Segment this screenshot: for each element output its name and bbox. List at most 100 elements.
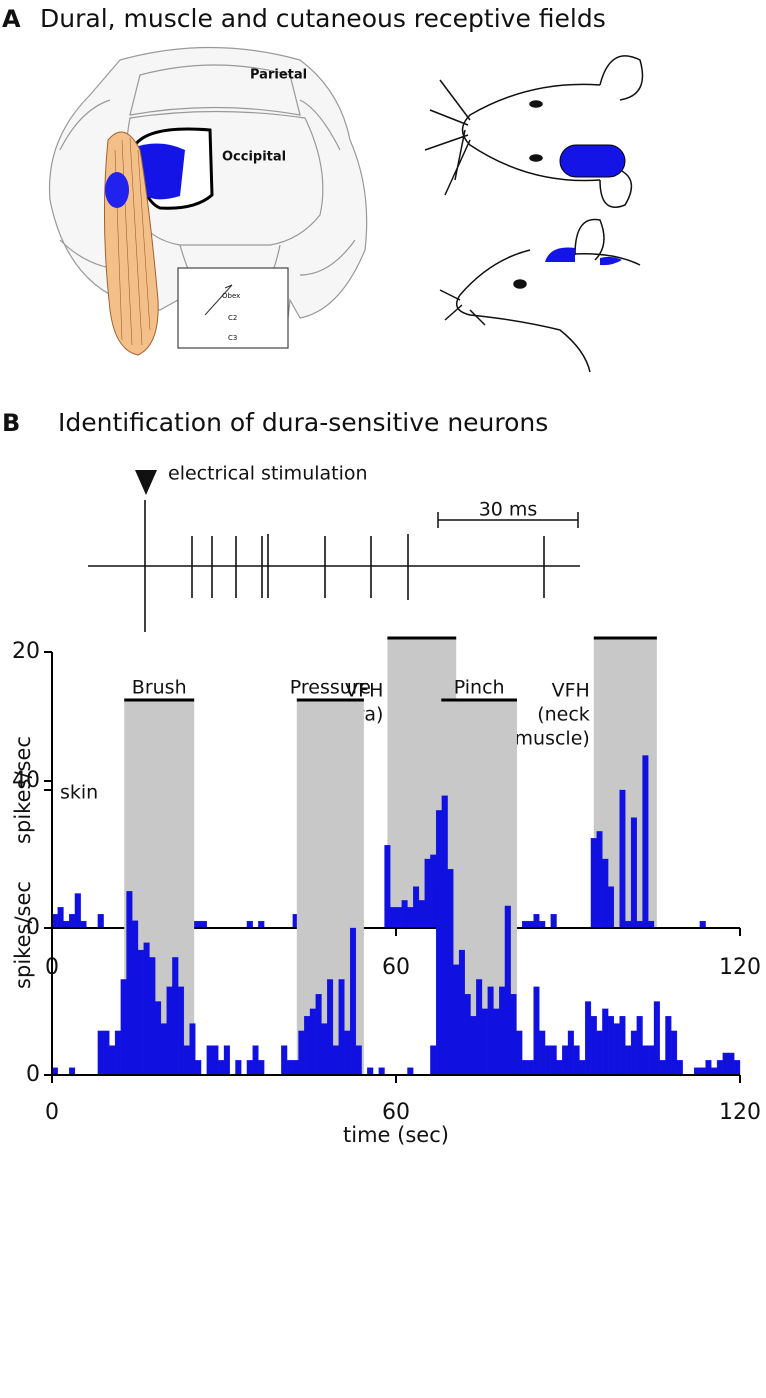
bar [195, 1060, 202, 1076]
bar [114, 1030, 121, 1076]
bar [430, 1045, 437, 1076]
bar [304, 1016, 311, 1076]
bar [625, 920, 632, 929]
bar [619, 1016, 626, 1076]
bar [516, 1030, 523, 1076]
corner-label: skin [60, 782, 98, 804]
bar [521, 1060, 529, 1076]
y-tick-label: 0 [26, 915, 40, 940]
bar [596, 1030, 603, 1076]
bar [722, 1052, 729, 1076]
bar [550, 914, 557, 929]
bar [109, 1045, 116, 1076]
bar [648, 920, 655, 929]
bar [693, 1067, 701, 1076]
bar [533, 914, 540, 929]
bar [378, 1067, 385, 1076]
bar [155, 1001, 162, 1076]
skull-label: Occipital [222, 150, 286, 165]
bar [349, 927, 357, 1076]
panel-title: Dural, muscle and cutaneous receptive fi… [40, 4, 606, 33]
bar [355, 1045, 362, 1076]
bar [126, 891, 133, 1076]
bar [298, 1030, 305, 1076]
bar [407, 907, 414, 929]
bar [344, 1030, 351, 1076]
bar [630, 1030, 637, 1076]
bar [424, 858, 431, 929]
rat-side-field [545, 247, 622, 266]
electrode [204, 284, 233, 316]
bar [395, 907, 402, 929]
bar [499, 986, 506, 1076]
bar [510, 994, 517, 1076]
bar [97, 1030, 104, 1076]
bar [539, 920, 546, 929]
bar [367, 1067, 374, 1076]
bar [527, 1060, 534, 1076]
bar [189, 1023, 196, 1076]
bar [659, 1060, 666, 1076]
bar [218, 1060, 225, 1076]
stimulus-label: muscle) [515, 728, 590, 750]
bar [183, 1045, 190, 1076]
bar [573, 1045, 580, 1076]
bar [418, 900, 425, 929]
bar [200, 920, 207, 929]
x-tick-label: 0 [45, 1100, 59, 1125]
bar [665, 1016, 672, 1076]
panel-label: A [2, 5, 21, 33]
bar [332, 1045, 339, 1076]
bar [699, 1067, 706, 1076]
spike-trace [88, 500, 580, 632]
y-tick-label: 20 [12, 639, 40, 664]
skull-label: Obex [222, 292, 240, 300]
bar [309, 1008, 316, 1076]
bar [458, 949, 465, 1076]
bar [166, 986, 173, 1076]
skull-label: C3 [228, 334, 237, 342]
bar [246, 920, 253, 929]
bar [476, 979, 483, 1076]
bar [636, 1016, 643, 1076]
bar [567, 1030, 574, 1076]
panel-label: B [2, 409, 20, 437]
bar [206, 1045, 213, 1076]
muscle-field [105, 172, 129, 208]
bar [539, 1030, 546, 1076]
bar [579, 1060, 586, 1076]
bar [384, 845, 391, 929]
bar [613, 1023, 620, 1076]
bar [527, 920, 534, 929]
bar [602, 858, 609, 929]
bar [716, 1060, 723, 1076]
stimulus-label: Pinch [454, 677, 505, 699]
bar [602, 1008, 609, 1076]
bar [258, 1060, 265, 1076]
x-tick-label: 60 [382, 1100, 410, 1125]
bar [590, 1016, 597, 1076]
bar [321, 1023, 328, 1076]
rat-side [439, 218, 641, 373]
bar [246, 1060, 253, 1076]
bar [390, 907, 397, 929]
bar [453, 964, 460, 1076]
stimulus-label: VFH [552, 680, 590, 702]
bar [447, 869, 454, 1076]
bar [705, 1060, 712, 1076]
bar [521, 920, 529, 929]
y-tick-label: 0 [26, 1062, 40, 1087]
bar [315, 994, 322, 1076]
skull-label: C2 [228, 314, 237, 322]
bar [556, 1060, 563, 1076]
bar [625, 1045, 632, 1076]
bar [137, 949, 144, 1076]
muscle-fibers [114, 137, 151, 346]
bar [642, 755, 649, 929]
bar [413, 886, 420, 929]
bar [430, 854, 437, 929]
bar [653, 1001, 660, 1076]
bar [143, 942, 150, 1076]
x-tick-label: 120 [719, 1100, 761, 1125]
